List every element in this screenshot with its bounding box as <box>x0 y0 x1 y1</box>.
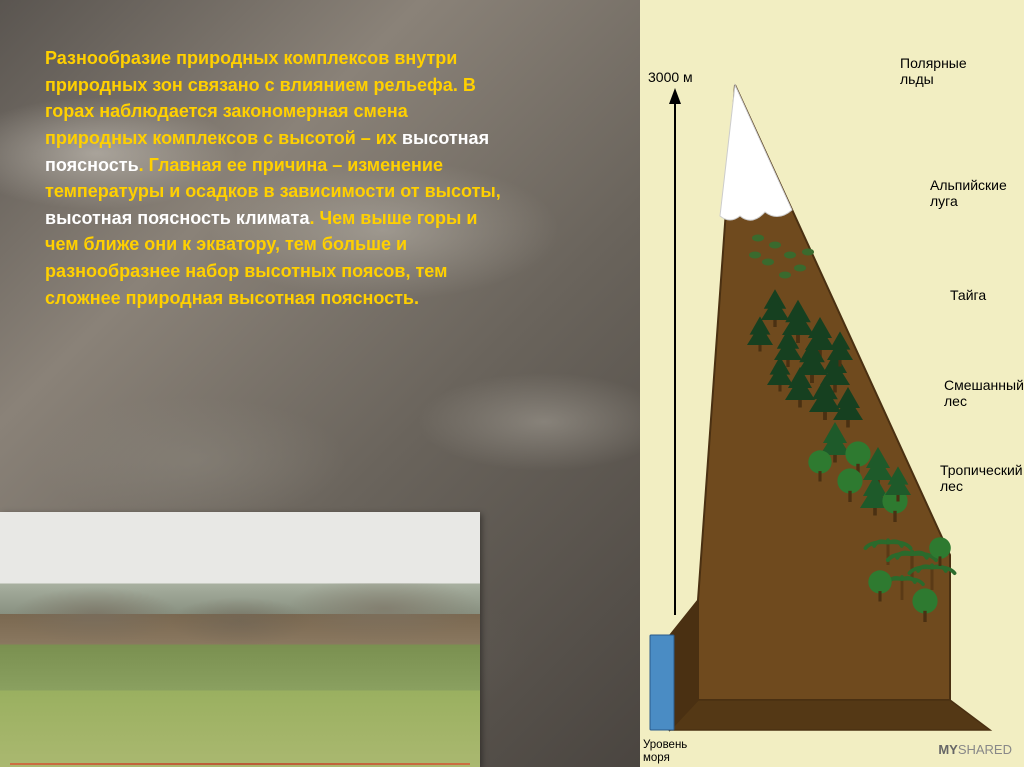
photo-hills <box>0 583 480 647</box>
left-panel: Разнообразие природных комплексов внутри… <box>0 0 640 767</box>
svg-text:3000 м: 3000 м <box>648 69 693 85</box>
svg-text:Тайга: Тайга <box>950 287 986 303</box>
svg-text:Полярные: Полярные <box>900 55 967 71</box>
svg-text:Смешанный: Смешанный <box>944 377 1024 393</box>
svg-text:льды: льды <box>900 71 934 87</box>
svg-text:лес: лес <box>940 478 963 494</box>
svg-text:Уровень: Уровень <box>643 739 687 751</box>
svg-text:Тропический: Тропический <box>940 462 1023 478</box>
watermark: MYSHARED <box>938 742 1012 757</box>
diagram-svg: 3000 мУровеньморяПолярныельдыАльпийскиел… <box>640 0 1024 767</box>
svg-text:Альпийские: Альпийские <box>930 177 1007 193</box>
altitudinal-zonation-diagram: 3000 мУровеньморяПолярныельдыАльпийскиел… <box>640 0 1024 767</box>
watermark-my: MY <box>938 742 958 757</box>
svg-text:луга: луга <box>930 193 958 209</box>
landscape-photo <box>0 512 480 767</box>
watermark-shared: SHARED <box>958 742 1012 757</box>
svg-text:моря: моря <box>643 752 670 764</box>
main-description-text: Разнообразие природных комплексов внутри… <box>45 45 515 311</box>
svg-text:лес: лес <box>944 393 967 409</box>
